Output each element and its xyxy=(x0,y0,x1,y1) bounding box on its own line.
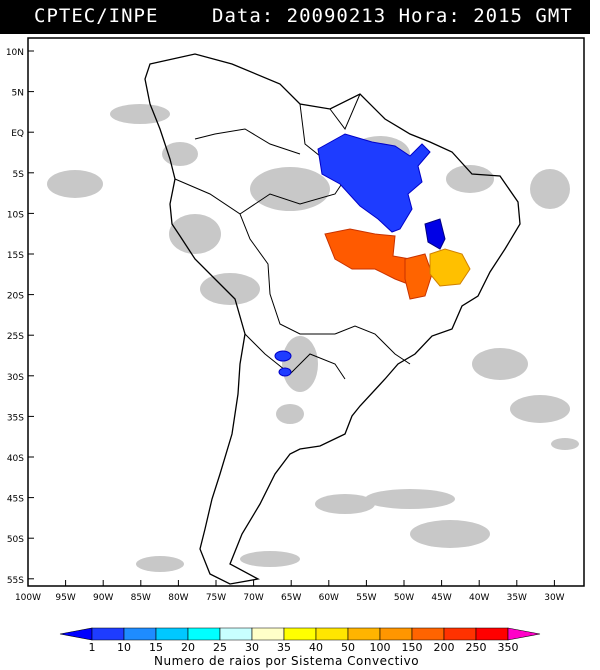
cloud-patch xyxy=(169,214,221,254)
lat-label: 15S xyxy=(7,251,24,261)
colorbar-value: 250 xyxy=(466,641,487,654)
lat-label: 40S xyxy=(7,454,24,464)
lightning-map: 10N5NEQ5S10S15S20S25S30S35S40S45S50S55S … xyxy=(6,37,585,654)
lon-label: 70W xyxy=(243,593,263,603)
header-source: CPTEC/INPE xyxy=(34,5,159,27)
cluster-argentina-small xyxy=(278,367,292,377)
lightning-colorbar: 1 10 15 20 25 30 35 40 50 100 150 200 250 350 xyxy=(59,627,541,654)
lon-label: 45W xyxy=(431,593,451,603)
colorbar-swatch xyxy=(155,627,189,641)
lon-label: 90W xyxy=(93,593,113,603)
colorbar-value: 25 xyxy=(213,641,227,654)
colorbar-value: 15 xyxy=(149,641,163,654)
header-datetime: Data: 20090213 Hora: 2015 GMT xyxy=(212,5,573,27)
colorbar-swatch xyxy=(475,627,509,641)
lat-label: 10N xyxy=(6,48,24,58)
colorbar-swatch xyxy=(123,627,157,641)
cloud-patch xyxy=(162,142,198,166)
cloud-patch xyxy=(510,395,570,423)
cloud-patch xyxy=(365,489,455,509)
lon-label: 65W xyxy=(281,593,301,603)
cloud-patch xyxy=(47,170,103,198)
cloud-patch xyxy=(446,165,494,193)
cloud-patch xyxy=(410,520,490,548)
colorbar-value: 35 xyxy=(277,641,291,654)
colorbar-swatch xyxy=(315,627,349,641)
lat-label: 30S xyxy=(7,373,24,383)
colorbar-swatch xyxy=(347,627,381,641)
lon-label: 55W xyxy=(356,593,376,603)
colorbar-value: 20 xyxy=(181,641,195,654)
lon-label: 35W xyxy=(507,593,527,603)
latitude-axis: 10N 5N EQ 5S 10S 15S 20S 25S 30S 35S 40S 45S 50S 55S xyxy=(6,48,34,586)
colorbar-swatch xyxy=(251,627,285,641)
cluster-minas-yellow xyxy=(429,248,471,287)
country-borders xyxy=(174,93,411,380)
lat-label: 50S xyxy=(7,535,24,545)
colorbar-swatch xyxy=(507,627,541,641)
colorbar-value: 200 xyxy=(434,641,455,654)
cloud-patch xyxy=(110,104,170,124)
cloud-patch xyxy=(276,404,304,424)
colorbar-value: 10 xyxy=(117,641,131,654)
lightning-clusters xyxy=(274,133,471,377)
cluster-amazon xyxy=(317,133,431,233)
lon-label: 75W xyxy=(206,593,226,603)
lat-label: EQ xyxy=(11,129,24,139)
lon-label: 60W xyxy=(319,593,339,603)
colorbar-swatch xyxy=(379,627,413,641)
cloud-patch xyxy=(530,169,570,209)
lat-label: 35S xyxy=(7,413,24,423)
lat-label: 5S xyxy=(13,170,25,180)
cloud-patch xyxy=(250,167,330,211)
header-bar: CPTEC/INPE Data: 20090213 Hora: 2015 GMT xyxy=(0,0,590,34)
lon-label: 85W xyxy=(131,593,151,603)
lon-label: 80W xyxy=(168,593,188,603)
colorbar-value: 1 xyxy=(89,641,96,654)
lat-label: 25S xyxy=(7,332,24,342)
colorbar-value: 40 xyxy=(309,641,323,654)
colorbar-swatch xyxy=(283,627,317,641)
cloud-patch xyxy=(551,438,579,450)
lon-label: 100W xyxy=(15,593,41,603)
colorbar-value: 150 xyxy=(402,641,423,654)
lat-label: 45S xyxy=(7,495,24,505)
coastline xyxy=(144,53,521,585)
lat-label: 5N xyxy=(12,89,24,99)
cloud-patch xyxy=(200,273,260,305)
longitude-axis: 100W 95W 90W 85W 80W 75W 70W 65W 60W 55W 50W 45W 40W… xyxy=(15,580,565,603)
colorbar-swatch xyxy=(187,627,221,641)
colorbar-value: 350 xyxy=(498,641,519,654)
cloud-patch xyxy=(315,494,375,514)
cloud-patch xyxy=(472,348,528,380)
colorbar-swatch xyxy=(59,627,93,641)
lon-label: 40W xyxy=(469,593,489,603)
colorbar-swatch xyxy=(411,627,445,641)
lat-label: 55S xyxy=(7,576,24,586)
colorbar-value: 30 xyxy=(245,641,259,654)
lat-label: 10S xyxy=(7,210,24,220)
cluster-argentina xyxy=(274,350,292,362)
colorbar-swatch xyxy=(219,627,253,641)
cluster-minas-orange xyxy=(404,253,433,300)
lon-label: 30W xyxy=(544,593,564,603)
lat-label: 20S xyxy=(7,292,24,302)
colorbar-swatch xyxy=(91,627,125,641)
colorbar-value: 50 xyxy=(341,641,355,654)
colorbar-value: 100 xyxy=(370,641,391,654)
cluster-bahia xyxy=(424,218,446,250)
colorbar-label: Numero de raios por Sistema Convectivo xyxy=(154,654,420,668)
lon-label: 95W xyxy=(55,593,75,603)
cloud-patch xyxy=(240,551,300,567)
cloud-patch xyxy=(136,556,184,572)
colorbar-swatch xyxy=(443,627,477,641)
map-frame xyxy=(27,37,585,587)
lon-label: 50W xyxy=(394,593,414,603)
